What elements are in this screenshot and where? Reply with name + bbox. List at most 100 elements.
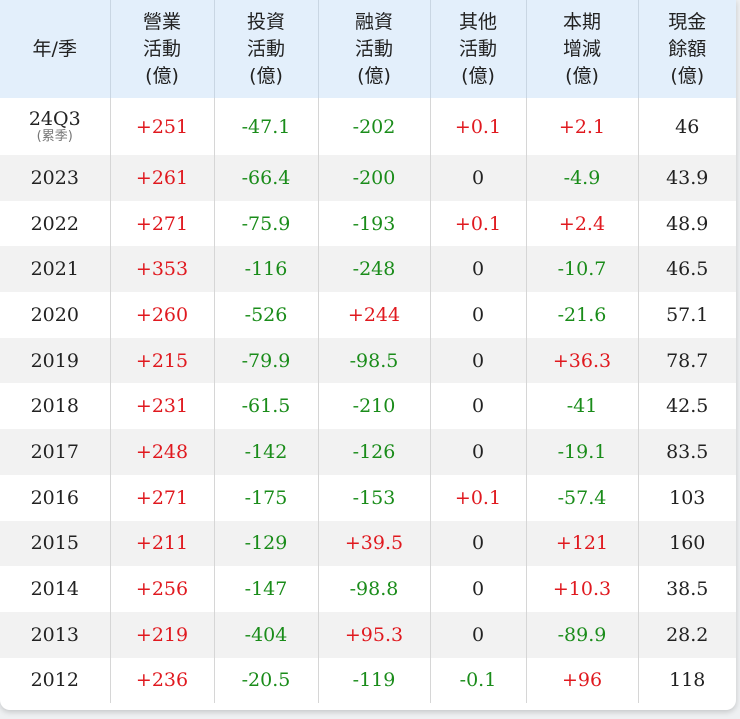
cash-balance-cell: 43.9 xyxy=(638,155,736,201)
period-label: 2013 xyxy=(30,623,79,646)
header-line: 融資 xyxy=(354,10,393,33)
header-line: (億) xyxy=(461,64,495,87)
financing-cell: -98.8 xyxy=(318,566,431,612)
table-row: 2012 +236 -20.5 -119 -0.1 +96 118 xyxy=(0,657,736,704)
header-line: 其他 xyxy=(458,10,497,33)
operating-cell: +231 xyxy=(110,383,215,430)
financing-cell: +95.3 xyxy=(318,611,431,658)
period-label: 2023 xyxy=(30,166,79,189)
header-line: 活動 xyxy=(142,37,181,60)
operating-cell: +271 xyxy=(110,200,215,247)
header-line: 活動 xyxy=(354,37,393,60)
investing-cell: -47.1 xyxy=(214,98,319,155)
col-header-financing: 融資 活動 (億) xyxy=(318,0,431,98)
investing-cell: -116 xyxy=(214,246,319,293)
cash-balance-cell: 57.1 xyxy=(666,303,709,326)
financing-cell: -200 xyxy=(318,155,431,201)
period-label: 2021 xyxy=(30,258,79,281)
operating-cell: +219 xyxy=(110,611,215,658)
investing-cell: -404 xyxy=(214,611,319,658)
other-cell: 0 xyxy=(430,429,527,475)
period-cell: 2012 xyxy=(0,657,111,704)
other-cell: 0 xyxy=(430,611,527,658)
other-cell: +0.1 xyxy=(430,200,527,247)
period-label: 2016 xyxy=(30,486,79,509)
table-row: 2022 +271 -75.9 -193 +0.1 +2.4 48.9 xyxy=(0,200,736,247)
net-change-cell: +10.3 xyxy=(526,566,639,612)
net-change-cell: -4.9 xyxy=(526,155,639,201)
period-label: 2014 xyxy=(30,578,79,601)
table-row: 2014 +256 -147 -98.8 0 +10.3 38.5 xyxy=(0,566,736,612)
financing-cell: -202 xyxy=(318,98,431,155)
period-label: 24Q3 xyxy=(28,107,81,130)
period-sublabel: (累季) xyxy=(36,128,73,144)
other-cell: 0 xyxy=(430,292,527,338)
financing-cell: +244 xyxy=(318,292,431,338)
financing-cell: -153 xyxy=(318,474,431,521)
cash-flow-table: 年/季 營業 活動 (億) 投資 活動 (億) 融資 活動 (億) 其他 活動 (億) 本期 增減 (億) 現金… xyxy=(0,0,736,704)
net-change-cell: +36.3 xyxy=(526,337,639,384)
net-change-cell: -10.7 xyxy=(526,246,639,293)
investing-cell: -79.9 xyxy=(214,337,319,384)
financing-cell: -126 xyxy=(318,429,431,475)
operating-cell: +211 xyxy=(110,520,215,567)
table-row: 2017 +248 -142 -126 0 -19.1 83.5 xyxy=(0,429,736,475)
net-change-cell: -89.9 xyxy=(526,611,639,658)
investing-cell: -20.5 xyxy=(214,657,319,704)
period-cell: 2015 xyxy=(0,520,111,567)
period-label: 2019 xyxy=(30,349,79,372)
investing-cell: -75.9 xyxy=(214,200,319,247)
table-body: 24Q3 (累季) +251 -47.1 -202 +0.1 +2.1 46 2023 +261-… xyxy=(0,98,736,704)
table-row: 24Q3 (累季) +251 -47.1 -202 +0.1 +2.1 46 xyxy=(0,98,736,155)
net-change-cell: -57.4 xyxy=(526,474,639,521)
header-line: 投資 xyxy=(246,10,285,33)
period-cell: 24Q3 (累季) xyxy=(0,98,111,155)
period-label: 2017 xyxy=(30,440,79,463)
period-label: 2022 xyxy=(30,212,79,235)
investing-cell: -66.4 xyxy=(214,155,319,201)
operating-cell: +256 xyxy=(110,566,215,612)
cash-balance-cell: 46.5 xyxy=(638,246,736,293)
period-cell: 2023 xyxy=(0,155,111,201)
table-row: 2018 +231 -61.5 -210 0 -41 42.5 xyxy=(0,383,736,430)
col-header-investing: 投資 活動 (億) xyxy=(214,0,319,98)
other-cell: 0 xyxy=(430,155,527,201)
financing-cell: -98.5 xyxy=(318,337,431,384)
col-header-period: 年/季 xyxy=(0,0,111,98)
header-line: 年/季 xyxy=(32,37,77,60)
header-line: 本期 xyxy=(562,10,601,33)
operating-cell: +236 xyxy=(110,657,215,704)
period-label: 2020 xyxy=(30,303,79,326)
investing-cell: -175 xyxy=(214,474,319,521)
net-change-cell: -19.1 xyxy=(526,429,639,475)
net-change-cell: -41 xyxy=(526,383,639,430)
period-cell: 2018 xyxy=(0,383,111,430)
cash-balance-cell: 160 xyxy=(638,520,736,567)
operating-cell: +248 xyxy=(110,429,215,475)
financing-cell: -119 xyxy=(318,657,431,704)
col-header-net-change: 本期 增減 (億) xyxy=(526,0,639,98)
other-cell: 0 xyxy=(430,337,527,384)
col-header-operating: 營業 活動 (億) xyxy=(110,0,215,98)
period-cell: 2014 xyxy=(0,566,111,612)
header-row: 年/季 營業 活動 (億) 投資 活動 (億) 融資 活動 (億) 其他 活動 (億) 本期 增減 (億) 現金… xyxy=(0,0,736,98)
header-line: (億) xyxy=(565,64,599,87)
cash-balance-cell: 38.5 xyxy=(666,578,709,601)
table-row: 2015 +211 -129 +39.5 0 +121 160 xyxy=(0,520,736,567)
header-line: 現金 xyxy=(668,10,707,33)
table-row: 2023 +261 -66.4 -200 0 -4.9 43.9 xyxy=(0,155,736,201)
other-cell: 0 xyxy=(430,246,527,293)
cash-balance-cell: 46 xyxy=(675,115,700,138)
period-cell: 2017 xyxy=(0,429,111,475)
operating-cell: +261 xyxy=(110,155,215,201)
operating-cell: +260 xyxy=(110,292,215,338)
cash-balance-cell: 118 xyxy=(669,669,706,692)
operating-cell: +215 xyxy=(110,337,215,384)
net-change-cell: +121 xyxy=(526,520,639,567)
other-cell: -0.1 xyxy=(430,657,527,704)
investing-cell: -147 xyxy=(214,566,319,612)
cash-balance-cell: 48.9 xyxy=(666,212,709,235)
header-line: 活動 xyxy=(246,37,285,60)
table-row: 2021 +353 -116 -248 0 -10.7 46.5 xyxy=(0,246,736,293)
